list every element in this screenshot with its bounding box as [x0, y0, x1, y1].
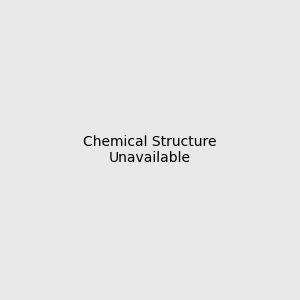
Text: Chemical Structure
Unavailable: Chemical Structure Unavailable — [83, 135, 217, 165]
